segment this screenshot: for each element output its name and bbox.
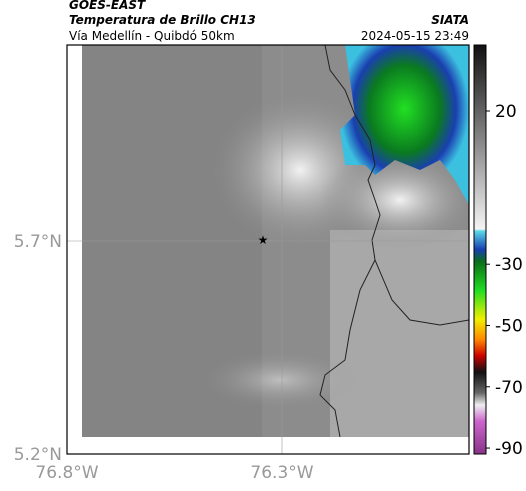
lon-label: 76.3°W (250, 463, 313, 483)
lon-label: 76.8°W (35, 463, 98, 483)
colorbar-ticks: 20 -30 -50 -70 -90 (486, 102, 523, 459)
colorbar-label: -30 (495, 255, 523, 275)
colorbar-label: -70 (495, 378, 523, 398)
colorbar-label: 20 (495, 102, 517, 122)
satellite: GOES-EAST (69, 0, 146, 12)
map-frame (66, 44, 470, 455)
colorbar-label: -50 (495, 316, 523, 336)
lat-label: 5.7°N (14, 232, 62, 252)
location-star: ★ (258, 233, 269, 247)
colorbar (473, 44, 487, 455)
timestamp: 2024-05-15 23:49 (361, 29, 469, 43)
lat-label: 5.2°N (14, 445, 62, 465)
region: Vía Medellín - Quibdó 50km (69, 29, 235, 43)
satellite-image (82, 45, 469, 437)
brand: SIATA (431, 13, 469, 27)
colorbar-label: -90 (495, 439, 523, 459)
product: Temperatura de Brillo CH13 (69, 13, 256, 27)
